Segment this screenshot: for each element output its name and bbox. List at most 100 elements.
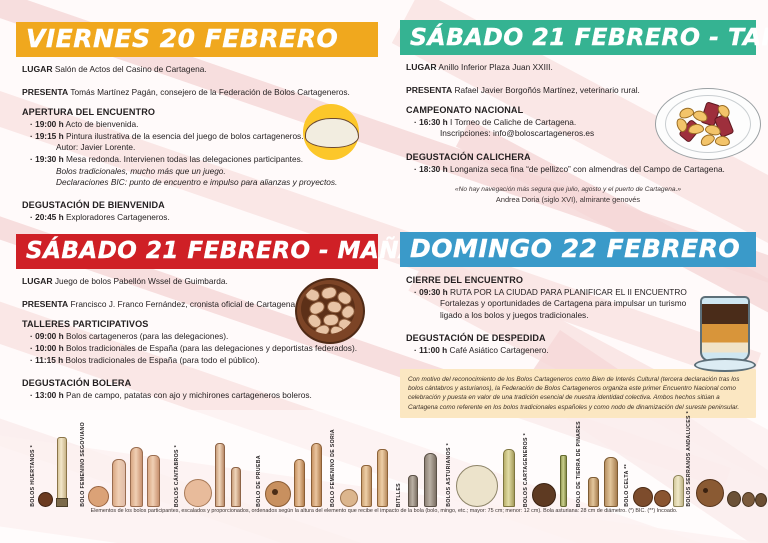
schedule-item: · 09:30 h RUTA POR LA CIUDAD PARA PLANIF…	[414, 287, 756, 321]
item-subtext: Autor: Javier Lorente.	[56, 142, 136, 153]
day-header-sabado-manana: SÁBADO 21 FEBRERO - MAÑANA	[16, 234, 455, 269]
item-time: 19:15 h	[35, 130, 64, 141]
pin-group-label: BOLOS CARTAGENEROS *	[523, 432, 529, 507]
schedule-item: · 20:45 h Exploradores Cartageneros.	[30, 212, 170, 223]
ball-shape	[456, 465, 498, 507]
pin-shape	[588, 477, 599, 507]
pin-shape	[361, 465, 372, 507]
lugar-value: Anillo Inferior Plaza Juan XXIII.	[438, 62, 553, 72]
item-text: Bolos cartageneros (para las delegacione…	[65, 331, 229, 341]
section-items: · 20:45 h Exploradores Cartageneros.	[30, 212, 378, 223]
ball-shape	[727, 491, 741, 507]
pin-shape	[604, 457, 618, 507]
item-text: Longaniza seca fina “de pellizco” con al…	[449, 163, 725, 174]
section-title: CAMPEONATO NACIONAL	[406, 105, 524, 115]
presenta-line-sabado-tarde: PRESENTA Rafael Javier Borgoñós Martínez…	[406, 84, 756, 96]
ball-shape	[38, 492, 53, 507]
section-items: · 11:00 h Café Asiático Cartagenero.	[414, 345, 756, 356]
section-items: · 09:30 h RUTA POR LA CIUDAD PARA PLANIF…	[414, 287, 756, 321]
item-time: 10:00 h	[35, 342, 64, 353]
ball-hole-icon	[703, 488, 708, 493]
pin-group-label: BOLOS HUERTANOS *	[30, 445, 36, 507]
day-card-viernes: VIERNES 20 FEBRERO LUGAR Salón de Actos …	[16, 22, 378, 224]
item-time: 09:00 h	[35, 331, 64, 341]
quote-text: «No hay navegación más segura que julio,…	[454, 186, 682, 194]
pin-group-label: BOLO FEMENINO SEGOVIANO	[80, 422, 86, 507]
ball-shape	[696, 479, 724, 507]
section-title: DEGUSTACIÓN DE DESPEDIDA	[406, 333, 546, 344]
item-text: Exploradores Cartageneros.	[65, 212, 170, 223]
item-time: 13:00 h	[35, 390, 64, 401]
pin-shape	[503, 449, 515, 507]
section-title: DEGUSTACIÓN DE BIENVENIDA	[22, 200, 165, 211]
section-title: APERTURA DEL ENCUENTRO	[22, 107, 156, 117]
item-text: Pintura ilustrativa de la esencia del ju…	[65, 130, 304, 141]
presenta-line-viernes: PRESENTA Tomás Martínez Pagán, consejero…	[22, 86, 378, 98]
section-items: · 18:30 h Longaniza seca fina “de pelliz…	[414, 164, 756, 175]
item-text: Bolos tradicionales de España (para todo…	[65, 354, 260, 365]
quote-block: «No hay navegación más segura que julio,…	[400, 185, 736, 206]
schedule-item: · 16:30 h I Torneo de Caliche de Cartage…	[414, 117, 756, 140]
pin-shape	[57, 437, 67, 507]
item-text: Café Asiático Cartagenero.	[449, 345, 549, 356]
pin-shape	[112, 459, 126, 507]
schedule-item: · 10:00 h Bolos tradicionales de España …	[30, 342, 358, 353]
bread-on-yellow-disc-icon	[303, 104, 359, 160]
presenta-line-sabado-manana: PRESENTA Francisco J. Franco Fernández, …	[22, 298, 378, 310]
item-subtext: Bolos tradicionales, mucho más que un ju…	[56, 165, 226, 176]
ball-shape	[755, 493, 767, 507]
section-items: · 19:00 h Acto de bienvenida. · 19:15 h …	[30, 119, 378, 188]
item-time: 11:00 h	[419, 345, 448, 356]
item-text: Acto de bienvenida.	[65, 119, 139, 129]
bowling-elements-strip: BOLOS HUERTANOS * BOLO FEMENINO SEGOVIAN…	[0, 411, 768, 543]
ball-shape	[654, 490, 671, 507]
schedule-item: · 19:30 h Mesa redonda. Intervienen toda…	[30, 154, 378, 188]
pin-shape	[294, 459, 305, 507]
pin-shape	[215, 443, 225, 507]
presenta-value: Tomás Martínez Pagán, consejero de la Fe…	[70, 87, 350, 97]
item-time: 09:30 h	[419, 287, 448, 297]
footnote-box: Con motivo del reconocimiento de los Bol…	[400, 368, 756, 419]
item-text: Bolos tradicionales de España (para las …	[65, 342, 358, 353]
pin-group-label: BOLOS SERRANOS ANDALUCES *	[686, 411, 692, 507]
asiatico-coffee-glass-icon	[694, 296, 756, 372]
ball-shape	[184, 479, 212, 507]
schedule-item: · 11:15 h Bolos tradicionales de España …	[30, 354, 260, 365]
ball-shape	[532, 483, 556, 507]
pin-group-label: BOLOS ASTURIANOS *	[446, 443, 452, 507]
section-items: · 13:00 h Pan de campo, patatas con ajo …	[30, 390, 378, 401]
ball-shape	[88, 486, 109, 507]
ball-shape	[633, 487, 653, 507]
lugar-label: LUGAR	[406, 62, 437, 72]
schedule-item: · 13:00 h Pan de campo, patatas con ajo …	[30, 390, 312, 401]
day-card-domingo: DOMINGO 22 FEBRERO CIERRE DEL ENCUENTRO …	[400, 232, 756, 419]
day-header-viernes: VIERNES 20 FEBRERO	[16, 22, 378, 57]
section-title: DEGUSTACIÓN CALICHERA	[406, 151, 531, 162]
presenta-label: PRESENTA	[22, 87, 69, 97]
presenta-label: PRESENTA	[406, 85, 453, 95]
section-title: CIERRE DEL ENCUENTRO	[406, 275, 524, 285]
lugar-value: Salón de Actos del Casino de Cartagena.	[54, 64, 207, 74]
lugar-label: LUGAR	[22, 64, 53, 74]
item-time: 19:30 h	[35, 154, 64, 165]
pin-group-label: BOLO FEMENINO DE SORIA	[330, 428, 336, 507]
item-text: Mesa redonda. Intervienen todas las dele…	[65, 154, 304, 165]
item-text: RUTA POR LA CIUDAD PARA PLANIFICAR EL II…	[449, 287, 687, 297]
lugar-value: Juego de bolos Pabellón Wssel de Guimbar…	[54, 276, 228, 286]
pin-shape	[560, 455, 567, 507]
item-time: 19:00 h	[35, 119, 64, 129]
section-items: · 16:30 h I Torneo de Caliche de Cartage…	[414, 117, 756, 140]
presenta-value: Rafael Javier Borgoñós Martínez, veterin…	[454, 85, 640, 95]
plate-of-sausage-and-almonds-icon	[655, 88, 761, 160]
item-time: 20:45 h	[35, 212, 64, 223]
pin-shape	[673, 475, 684, 507]
ball-shape	[265, 481, 291, 507]
section-items: · 09:00 h Bolos cartageneros (para las d…	[30, 331, 378, 366]
presenta-label: PRESENTA	[22, 299, 69, 309]
pin-shape	[408, 475, 418, 507]
pin-group-label: BOLO CELTA **	[624, 464, 630, 507]
bowl-of-beans-icon	[295, 278, 365, 344]
lugar-line-viernes: LUGAR Salón de Actos del Casino de Carta…	[22, 63, 378, 75]
quote-author: Andrea Doria (siglo XVI), almirante geno…	[495, 195, 641, 205]
